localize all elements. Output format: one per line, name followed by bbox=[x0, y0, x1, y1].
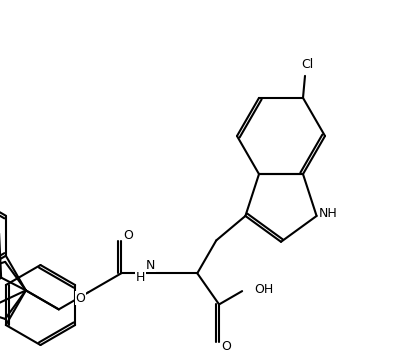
Text: NH: NH bbox=[319, 207, 338, 221]
Text: H: H bbox=[136, 271, 145, 284]
Text: O: O bbox=[123, 229, 133, 242]
Text: OH: OH bbox=[254, 282, 273, 296]
Text: O: O bbox=[221, 340, 231, 353]
Text: O: O bbox=[75, 292, 85, 305]
Text: N: N bbox=[146, 259, 155, 272]
Text: Cl: Cl bbox=[301, 58, 313, 71]
